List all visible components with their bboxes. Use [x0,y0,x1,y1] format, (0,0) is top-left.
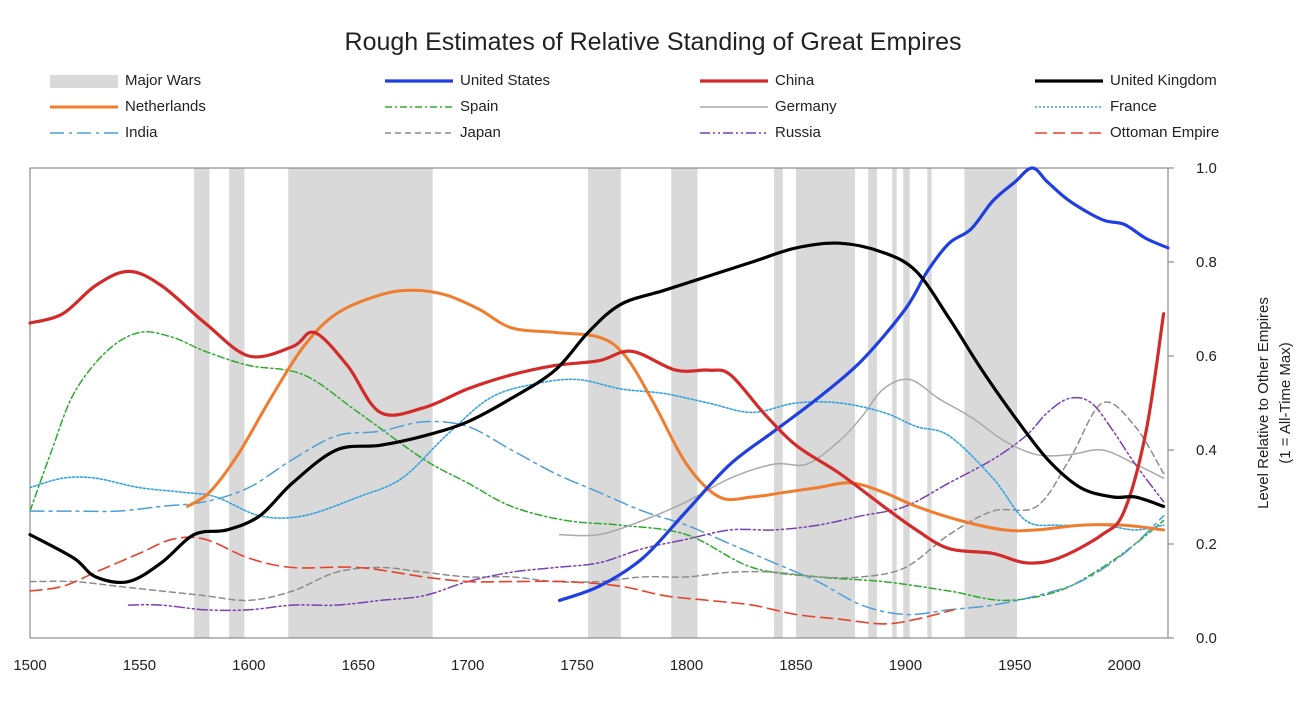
legend-label: Ottoman Empire [1110,124,1220,141]
legend-swatch [50,75,118,88]
legend-item: Germany [690,96,960,118]
series-line-ottoman-empire [29,536,955,625]
legend-swatch [385,79,453,83]
legend-item: United States [375,70,645,92]
y-tick-label: 0.4 [1196,442,1217,459]
war-band [903,168,910,638]
series-line-russia [127,396,1165,612]
x-tick-label: 1950 [998,657,1031,674]
y-tick-label: 0.6 [1196,348,1217,365]
legend-swatch [385,106,453,108]
legend-item: China [690,70,960,92]
war-band [774,168,783,638]
legend-item: United Kingdom [1025,70,1295,92]
legend-swatch [1035,79,1103,83]
y-axis-title: Level Relative to Other Empires [1255,297,1272,509]
series-line-united-states [558,166,1170,602]
legend-item: Spain [375,96,645,118]
legend-swatch [1035,106,1103,108]
legend-label: Spain [460,98,499,115]
legend-item: Ottoman Empire [1025,122,1295,144]
legend-swatch [50,105,118,109]
y-tick-label: 1.0 [1196,160,1217,177]
series-line-netherlands [186,288,1166,533]
legend-label: Netherlands [125,98,206,115]
legend-swatch [385,132,453,134]
legend-item: Japan [375,122,645,144]
series-line-india [29,420,1165,616]
y-tick-label: 0.0 [1196,630,1217,647]
legend-swatch [700,79,768,83]
x-tick-label: 1500 [13,657,46,674]
series-line-china [28,269,1166,565]
legend-swatch [700,106,768,108]
legend-swatch [1035,132,1103,134]
chart-title: Rough Estimates of Relative Standing of … [344,28,962,56]
legend-label: Japan [460,124,501,141]
war-band [671,168,698,638]
x-tick-label: 2000 [1108,657,1141,674]
legend-label: United Kingdom [1110,72,1217,89]
y-axis-subtitle: (1 = All-Time Max) [1277,342,1294,464]
legend-swatch [50,132,118,134]
legend-item: France [1025,96,1295,118]
x-tick-label: 1800 [670,657,703,674]
legend-label: United States [460,72,551,89]
war-band [927,168,932,638]
war-band [229,168,245,638]
y-tick-label: 0.2 [1196,536,1217,553]
x-tick-label: 1750 [560,657,593,674]
legend-item: Netherlands [40,96,310,118]
series-line-united-kingdom [28,241,1166,585]
legend-label: China [775,72,815,89]
x-tick-label: 1550 [123,657,156,674]
series-line-france [29,378,1165,531]
war-band [892,168,897,638]
x-tick-label: 1850 [779,657,812,674]
x-tick-label: 1700 [451,657,484,674]
war-band [964,168,1017,638]
legend-item: Russia [690,122,960,144]
series-line-germany [558,378,1165,537]
legend-item: Major Wars [40,70,310,92]
war-band [288,168,433,638]
legend-label: India [125,124,158,141]
series-line-spain [29,331,1165,602]
legend-label: Russia [775,124,821,141]
legend-label: Germany [775,98,837,115]
x-tick-label: 1650 [342,657,375,674]
legend: Major Wars United States China United Kingd… [0,0,1306,160]
legend-label: Major Wars [125,72,202,89]
legend-item: India [40,122,310,144]
legend-label: France [1110,98,1157,115]
x-tick-label: 1900 [889,657,922,674]
plot-frame [29,167,1169,639]
war-band [194,168,210,638]
x-tick-label: 1600 [232,657,265,674]
y-tick-label: 0.8 [1196,254,1217,271]
war-band [588,168,621,638]
series-line-japan [29,401,1165,602]
